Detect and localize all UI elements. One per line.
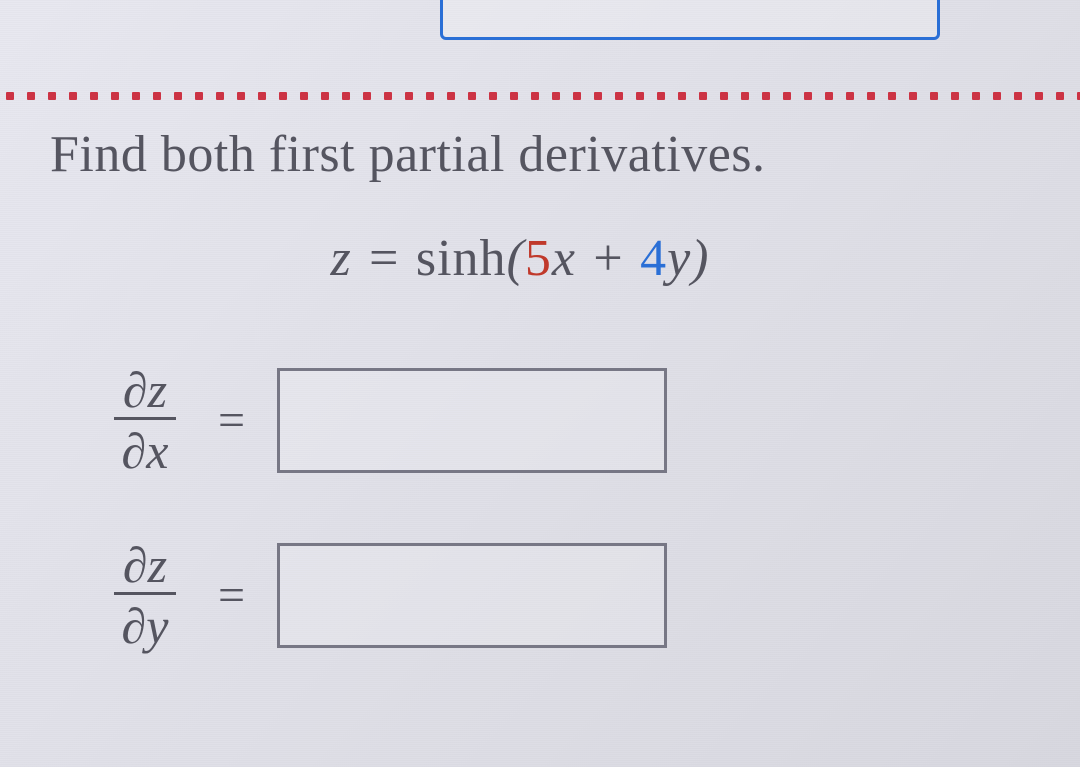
equation-coef-b: 4	[640, 230, 667, 287]
divider-dot	[69, 92, 77, 100]
divider-dot	[888, 92, 896, 100]
equation-var-x: x	[552, 230, 576, 287]
divider-dot	[699, 92, 707, 100]
divider-dot	[951, 92, 959, 100]
divider-dot	[993, 92, 1001, 100]
fraction-numerator: ∂z	[115, 365, 175, 417]
partial-dz-dy: ∂z ∂y	[100, 540, 190, 651]
divider-dot	[930, 92, 938, 100]
equation-open-paren: (	[507, 230, 525, 287]
divider-dot	[300, 92, 308, 100]
divider-dot	[762, 92, 770, 100]
divider-dot	[636, 92, 644, 100]
answer-rows: ∂z ∂x = ∂z ∂y =	[100, 348, 1040, 668]
divider-dot	[363, 92, 371, 100]
divider-dot	[447, 92, 455, 100]
divider-dot	[132, 92, 140, 100]
divider-dot	[6, 92, 14, 100]
divider-dot	[426, 92, 434, 100]
answer-row-dy: ∂z ∂y =	[100, 523, 1040, 668]
divider-dot	[216, 92, 224, 100]
divider-dot	[48, 92, 56, 100]
fraction-numerator: ∂z	[115, 540, 175, 592]
divider-dot	[783, 92, 791, 100]
question-prompt: Find both first partial derivatives.	[50, 125, 1040, 184]
divider-dot	[510, 92, 518, 100]
divider-dot	[321, 92, 329, 100]
divider-dot	[90, 92, 98, 100]
equation-lhs: z	[331, 230, 352, 287]
previous-answer-box-fragment	[440, 0, 940, 40]
divider-dot	[720, 92, 728, 100]
answer-row-dx: ∂z ∂x =	[100, 348, 1040, 493]
divider-dot	[1035, 92, 1043, 100]
equation-coef-a: 5	[525, 230, 552, 287]
divider-dot	[195, 92, 203, 100]
fraction-denominator: ∂y	[114, 592, 177, 651]
divider-dot	[678, 92, 686, 100]
divider-dot	[1014, 92, 1022, 100]
equals-sign: =	[218, 568, 245, 623]
divider-dot	[153, 92, 161, 100]
divider-dot	[657, 92, 665, 100]
divider-dot	[825, 92, 833, 100]
equation-equals: =	[352, 230, 416, 287]
divider-dot	[384, 92, 392, 100]
divider-dot	[867, 92, 875, 100]
divider-dot	[972, 92, 980, 100]
dotted-divider	[0, 92, 1080, 100]
answer-input-dy[interactable]	[277, 543, 667, 648]
divider-dot	[594, 92, 602, 100]
divider-dot	[909, 92, 917, 100]
divider-dot	[573, 92, 581, 100]
divider-dot	[804, 92, 812, 100]
equation: z = sinh(5x + 4y)	[0, 229, 1040, 288]
divider-dot	[405, 92, 413, 100]
equation-function: sinh	[416, 230, 507, 287]
divider-dot	[279, 92, 287, 100]
divider-dot	[258, 92, 266, 100]
divider-dot	[552, 92, 560, 100]
divider-dot	[27, 92, 35, 100]
divider-dot	[342, 92, 350, 100]
divider-dot	[615, 92, 623, 100]
divider-dot	[174, 92, 182, 100]
answer-input-dx[interactable]	[277, 368, 667, 473]
divider-dot	[531, 92, 539, 100]
partial-dz-dx: ∂z ∂x	[100, 365, 190, 476]
equation-var-y: y	[667, 230, 691, 287]
divider-dot	[237, 92, 245, 100]
fraction-denominator: ∂x	[114, 417, 177, 476]
divider-dot	[489, 92, 497, 100]
divider-dot	[468, 92, 476, 100]
divider-dot	[1056, 92, 1064, 100]
equals-sign: =	[218, 393, 245, 448]
equation-plus: +	[576, 230, 640, 287]
equation-close-paren: )	[691, 230, 709, 287]
divider-dot	[111, 92, 119, 100]
divider-dot	[846, 92, 854, 100]
question-content: Find both first partial derivatives. z =…	[0, 125, 1080, 698]
divider-dot	[741, 92, 749, 100]
